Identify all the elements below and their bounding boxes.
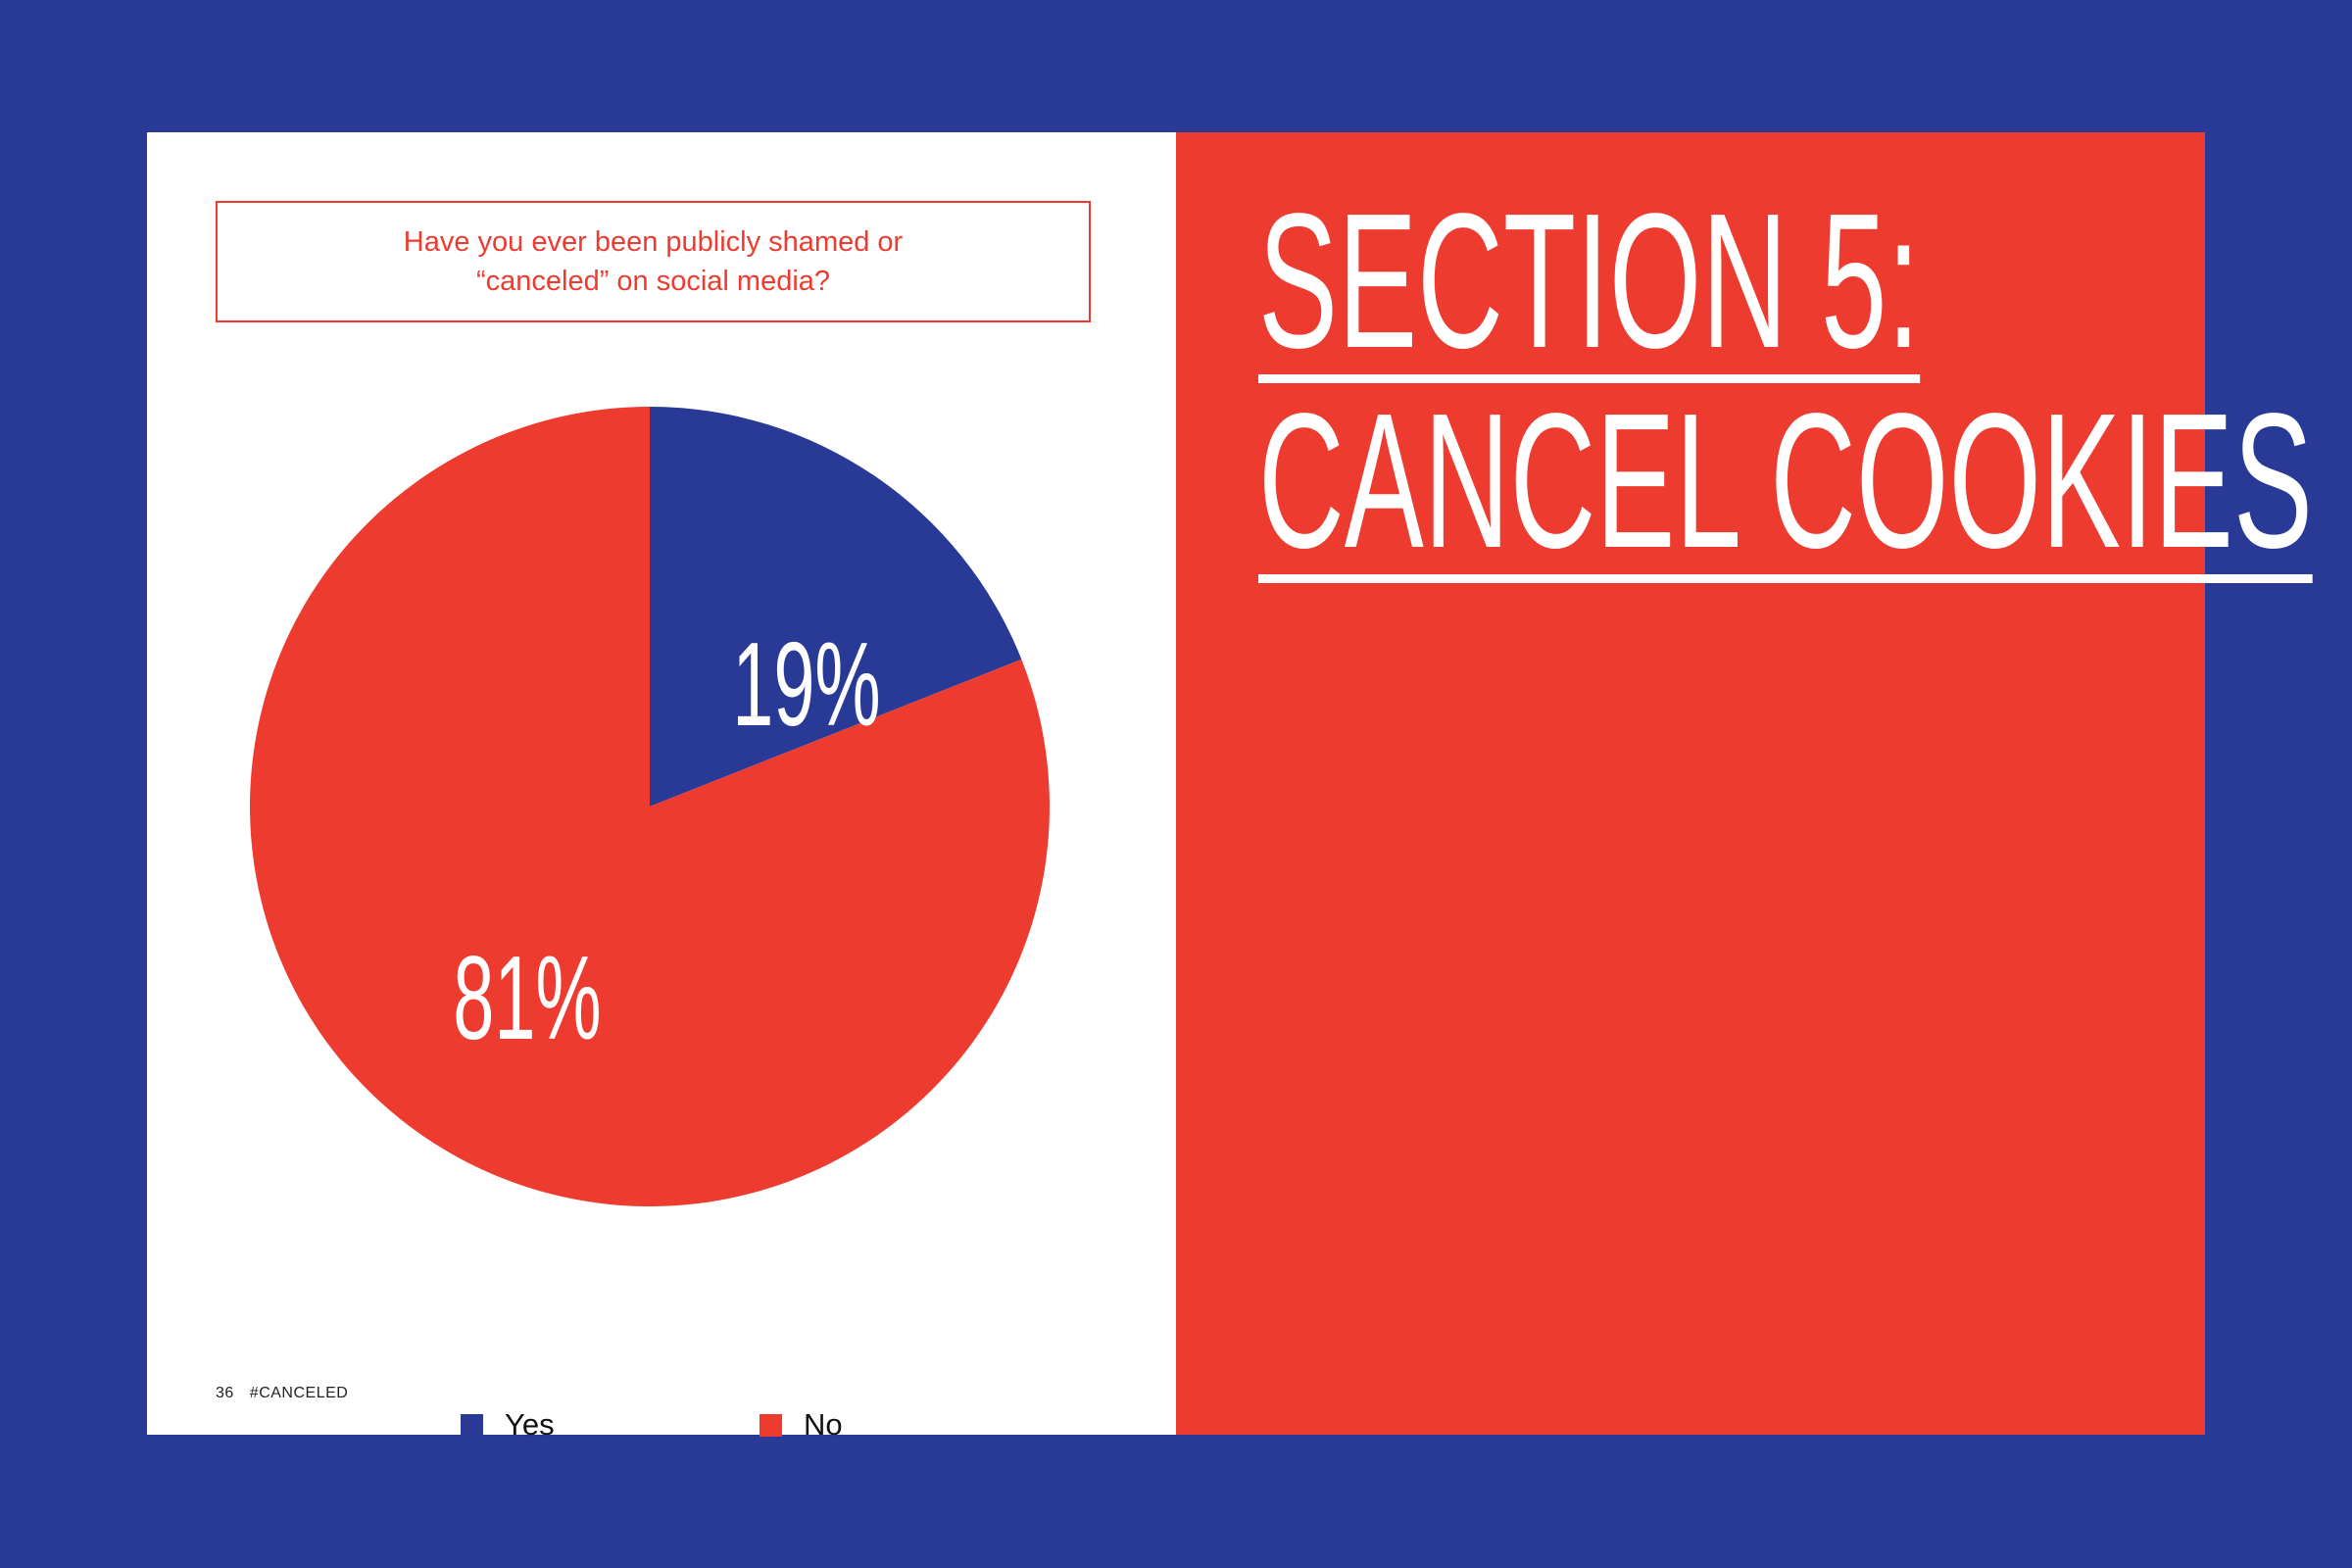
legend-item-no: No — [760, 1407, 843, 1443]
pie-chart: 19% 81% — [249, 407, 1050, 1206]
pie-slice-yes — [650, 407, 1022, 807]
legend-label-no: No — [804, 1407, 843, 1442]
section-heading-line-1: SECTION 5: — [1258, 173, 1921, 388]
left-page: Have you ever been publicly shamed or “c… — [147, 132, 1176, 1442]
pie-label-yes: 19% — [732, 617, 880, 752]
legend-label-yes: Yes — [505, 1407, 555, 1442]
right-page: SECTION 5: CANCEL COOKIES — [1176, 132, 2313, 1435]
book-spread: Have you ever been publicly shamed or “c… — [147, 132, 2313, 1442]
legend-swatch-no — [760, 1413, 782, 1437]
page-footer: 36 #CANCELED — [216, 1385, 348, 1402]
page-number: 36 — [216, 1385, 234, 1401]
chart-title-box: Have you ever been publicly shamed or “c… — [216, 201, 1091, 322]
chart-title-line-2: “canceled” on social media? — [475, 266, 831, 297]
legend-swatch-yes — [461, 1413, 483, 1437]
pie-label-no: 81% — [453, 931, 601, 1065]
section-heading-line-2: CANCEL COOKIES — [1258, 373, 2313, 588]
section-heading: SECTION 5: CANCEL COOKIES — [1258, 183, 2313, 583]
pie-slice-no — [249, 407, 1050, 1206]
legend-item-yes: Yes — [461, 1407, 555, 1443]
book-title: #CANCELED — [249, 1385, 349, 1401]
chart-title-line-1: Have you ever been publicly shamed or — [403, 226, 904, 258]
